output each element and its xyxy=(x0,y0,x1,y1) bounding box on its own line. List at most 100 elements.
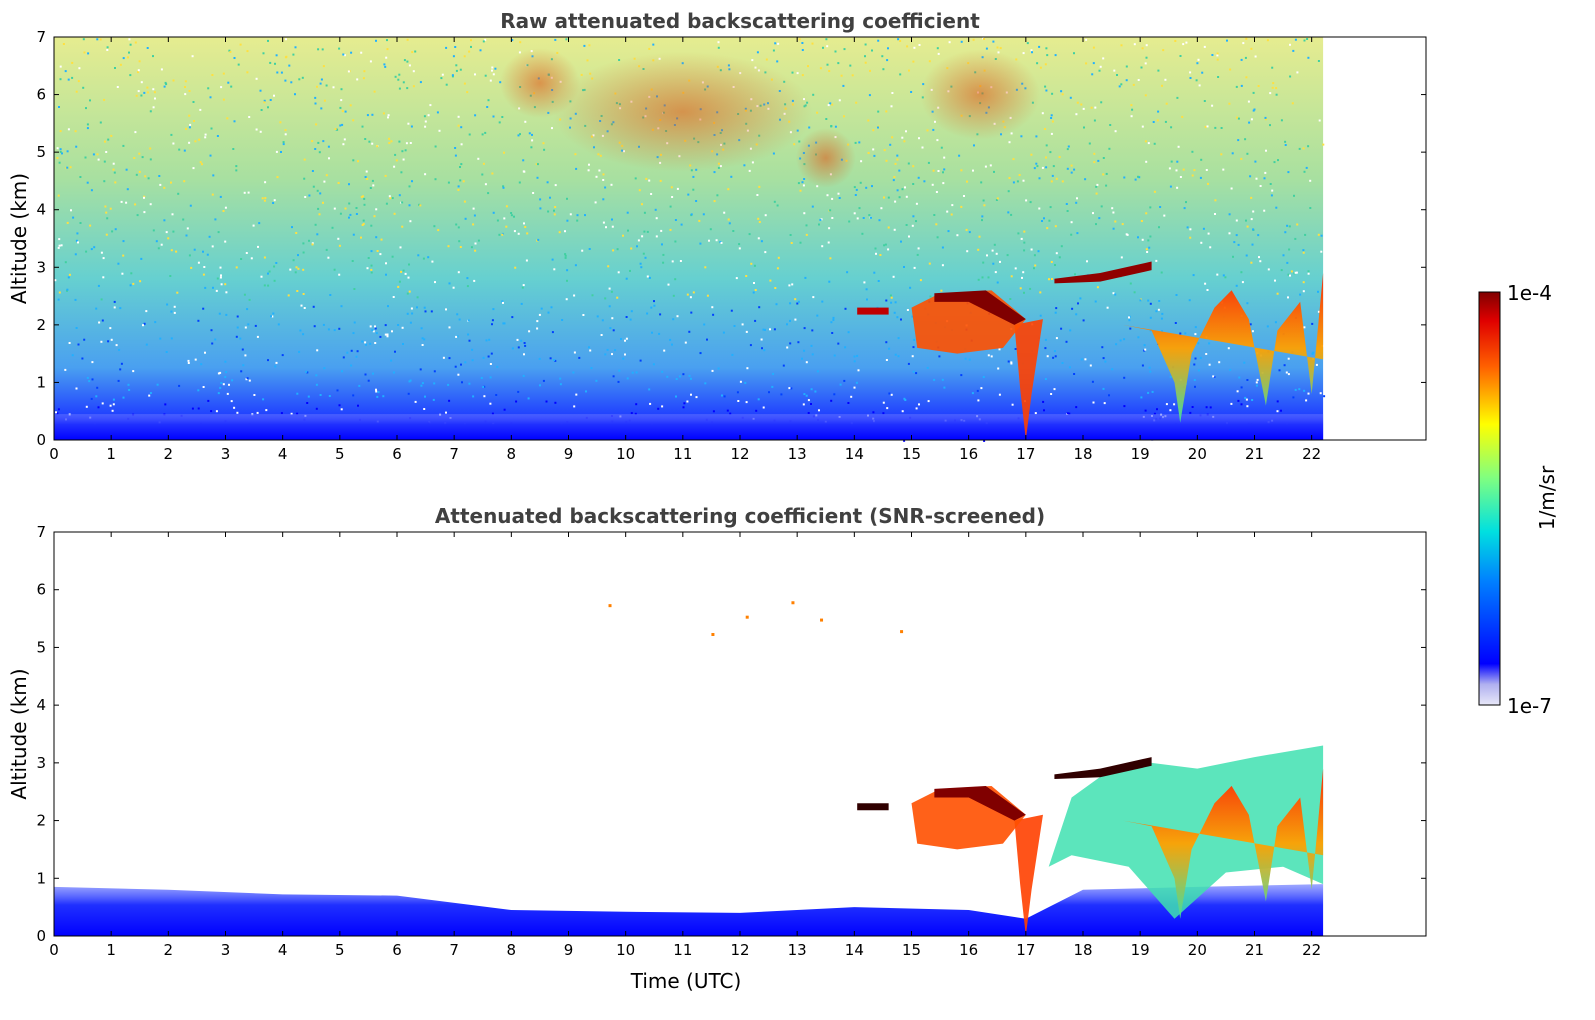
x-tick-label: 15 xyxy=(902,941,921,959)
x-tick-label: 9 xyxy=(564,445,574,463)
x-tick-label: 11 xyxy=(673,941,692,959)
convective-plume xyxy=(1014,319,1043,440)
y-tick-label: 0 xyxy=(36,927,46,945)
y-tick-label: 0 xyxy=(36,431,46,449)
boundary-layer-plumes xyxy=(1123,768,1324,919)
x-tick-label: 0 xyxy=(49,941,59,959)
x-tick-label: 8 xyxy=(507,941,517,959)
high-signal-patch xyxy=(795,127,856,188)
x-tick-label: 5 xyxy=(335,941,345,959)
x-tick-label: 22 xyxy=(1302,941,1321,959)
isolated-return xyxy=(791,601,795,605)
x-tick-label: 7 xyxy=(449,445,459,463)
y-tick-label: 6 xyxy=(36,581,46,599)
convective-plume xyxy=(1014,814,1043,936)
colorbar: 1e-4 1e-7 1/m/sr xyxy=(1478,281,1559,718)
high-signal-patch xyxy=(499,48,580,119)
y-tick-label: 1 xyxy=(36,373,46,391)
x-tick-label: 9 xyxy=(564,941,574,959)
x-tick-label: 2 xyxy=(164,445,174,463)
x-tick-label: 21 xyxy=(1245,445,1264,463)
x-tick-label: 5 xyxy=(335,445,345,463)
x-tick-label: 22 xyxy=(1302,445,1321,463)
dense-layer xyxy=(1054,757,1152,780)
x-tick-label: 12 xyxy=(730,445,749,463)
x-tick-label: 8 xyxy=(507,445,517,463)
x-tick-label: 13 xyxy=(788,941,807,959)
x-tick-label: 6 xyxy=(392,445,402,463)
x-tick-label: 19 xyxy=(1131,445,1150,463)
y-tick-label: 7 xyxy=(36,28,46,46)
high-signal-patch xyxy=(552,51,813,172)
y-tick-label: 2 xyxy=(36,316,46,334)
y-axis-label: Altitude (km) xyxy=(7,668,31,799)
panel-title: Attenuated backscattering coefficient (S… xyxy=(435,504,1045,528)
ground-band xyxy=(54,884,1324,936)
x-tick-label: 17 xyxy=(1016,445,1035,463)
x-tick-label: 1 xyxy=(106,445,116,463)
y-tick-label: 1 xyxy=(36,869,46,887)
x-tick-label: 1 xyxy=(106,941,116,959)
y-tick-label: 3 xyxy=(36,258,46,276)
y-tick-label: 7 xyxy=(36,523,46,541)
x-axis: 0 1 2 3 4 5 6 7 8 9 10 11 12 13 14 15 16 17 18 19 20 21 22 xyxy=(49,532,1321,959)
heatmap-image xyxy=(54,37,1326,442)
thin-cloud xyxy=(857,307,889,315)
x-tick-label: 3 xyxy=(221,941,231,959)
x-tick-label: 12 xyxy=(730,941,749,959)
x-tick-label: 14 xyxy=(845,445,864,463)
y-tick-label: 5 xyxy=(36,638,46,656)
colorbar-gradient xyxy=(1478,291,1501,706)
panel-title: Raw attenuated backscattering coefficien… xyxy=(500,9,980,33)
cloud-structures xyxy=(857,261,1324,440)
x-tick-label: 2 xyxy=(164,941,174,959)
x-tick-label: 16 xyxy=(959,941,978,959)
dense-layer xyxy=(1054,261,1152,284)
x-tick-label: 6 xyxy=(392,941,402,959)
x-tick-label: 18 xyxy=(1073,445,1092,463)
y-tick-label: 5 xyxy=(36,143,46,161)
y-tick-label: 2 xyxy=(36,812,46,830)
isolated-return xyxy=(608,604,612,608)
x-tick-label: 3 xyxy=(221,445,231,463)
dense-layer xyxy=(934,785,1026,821)
y-tick-label: 6 xyxy=(36,86,46,104)
x-tick-label: 10 xyxy=(616,941,635,959)
x-tick-label: 20 xyxy=(1188,445,1207,463)
colorbar-min-label: 1e-7 xyxy=(1507,694,1552,718)
y-axis-label: Altitude (km) xyxy=(7,173,31,304)
isolated-return xyxy=(711,633,715,636)
y-axis: 0 1 2 3 4 5 6 7 xyxy=(36,28,1426,449)
x-axis-label: Time (UTC) xyxy=(630,969,742,993)
x-tick-label: 16 xyxy=(959,445,978,463)
x-tick-label: 18 xyxy=(1073,941,1092,959)
high-signal-patch xyxy=(920,49,1041,140)
x-tick-label: 7 xyxy=(449,941,459,959)
boundary-layer-plumes xyxy=(1123,273,1324,423)
x-tick-label: 13 xyxy=(788,445,807,463)
ground-band xyxy=(54,414,1324,440)
isolated-return xyxy=(900,630,904,634)
x-tick-label: 21 xyxy=(1245,941,1264,959)
x-tick-label: 4 xyxy=(278,941,288,959)
colorbar-max-label: 1e-4 xyxy=(1507,281,1552,305)
x-tick-label: 14 xyxy=(845,941,864,959)
thin-cloud xyxy=(857,803,889,811)
dense-layer xyxy=(934,290,1026,325)
y-axis: 0 1 2 3 4 5 6 7 xyxy=(36,523,1426,945)
heatmap-image xyxy=(54,601,1324,936)
panel-screened: 0 1 2 3 4 5 6 7 8 9 10 11 12 13 14 15 16 17 18 19 20 21 220123… xyxy=(7,504,1427,993)
x-tick-label: 17 xyxy=(1016,941,1035,959)
y-tick-label: 4 xyxy=(36,201,46,219)
y-tick-label: 4 xyxy=(36,696,46,714)
x-tick-label: 11 xyxy=(673,445,692,463)
isolated-return xyxy=(820,618,824,622)
isolated-return xyxy=(745,615,749,619)
x-tick-label: 10 xyxy=(616,445,635,463)
x-axis: 0 1 2 3 4 5 6 7 8 9 10 11 12 13 14 15 16 17 18 19 20 21 22 xyxy=(49,37,1321,463)
y-tick-label: 3 xyxy=(36,754,46,772)
x-tick-label: 19 xyxy=(1131,941,1150,959)
x-tick-label: 15 xyxy=(902,445,921,463)
x-tick-label: 4 xyxy=(278,445,288,463)
